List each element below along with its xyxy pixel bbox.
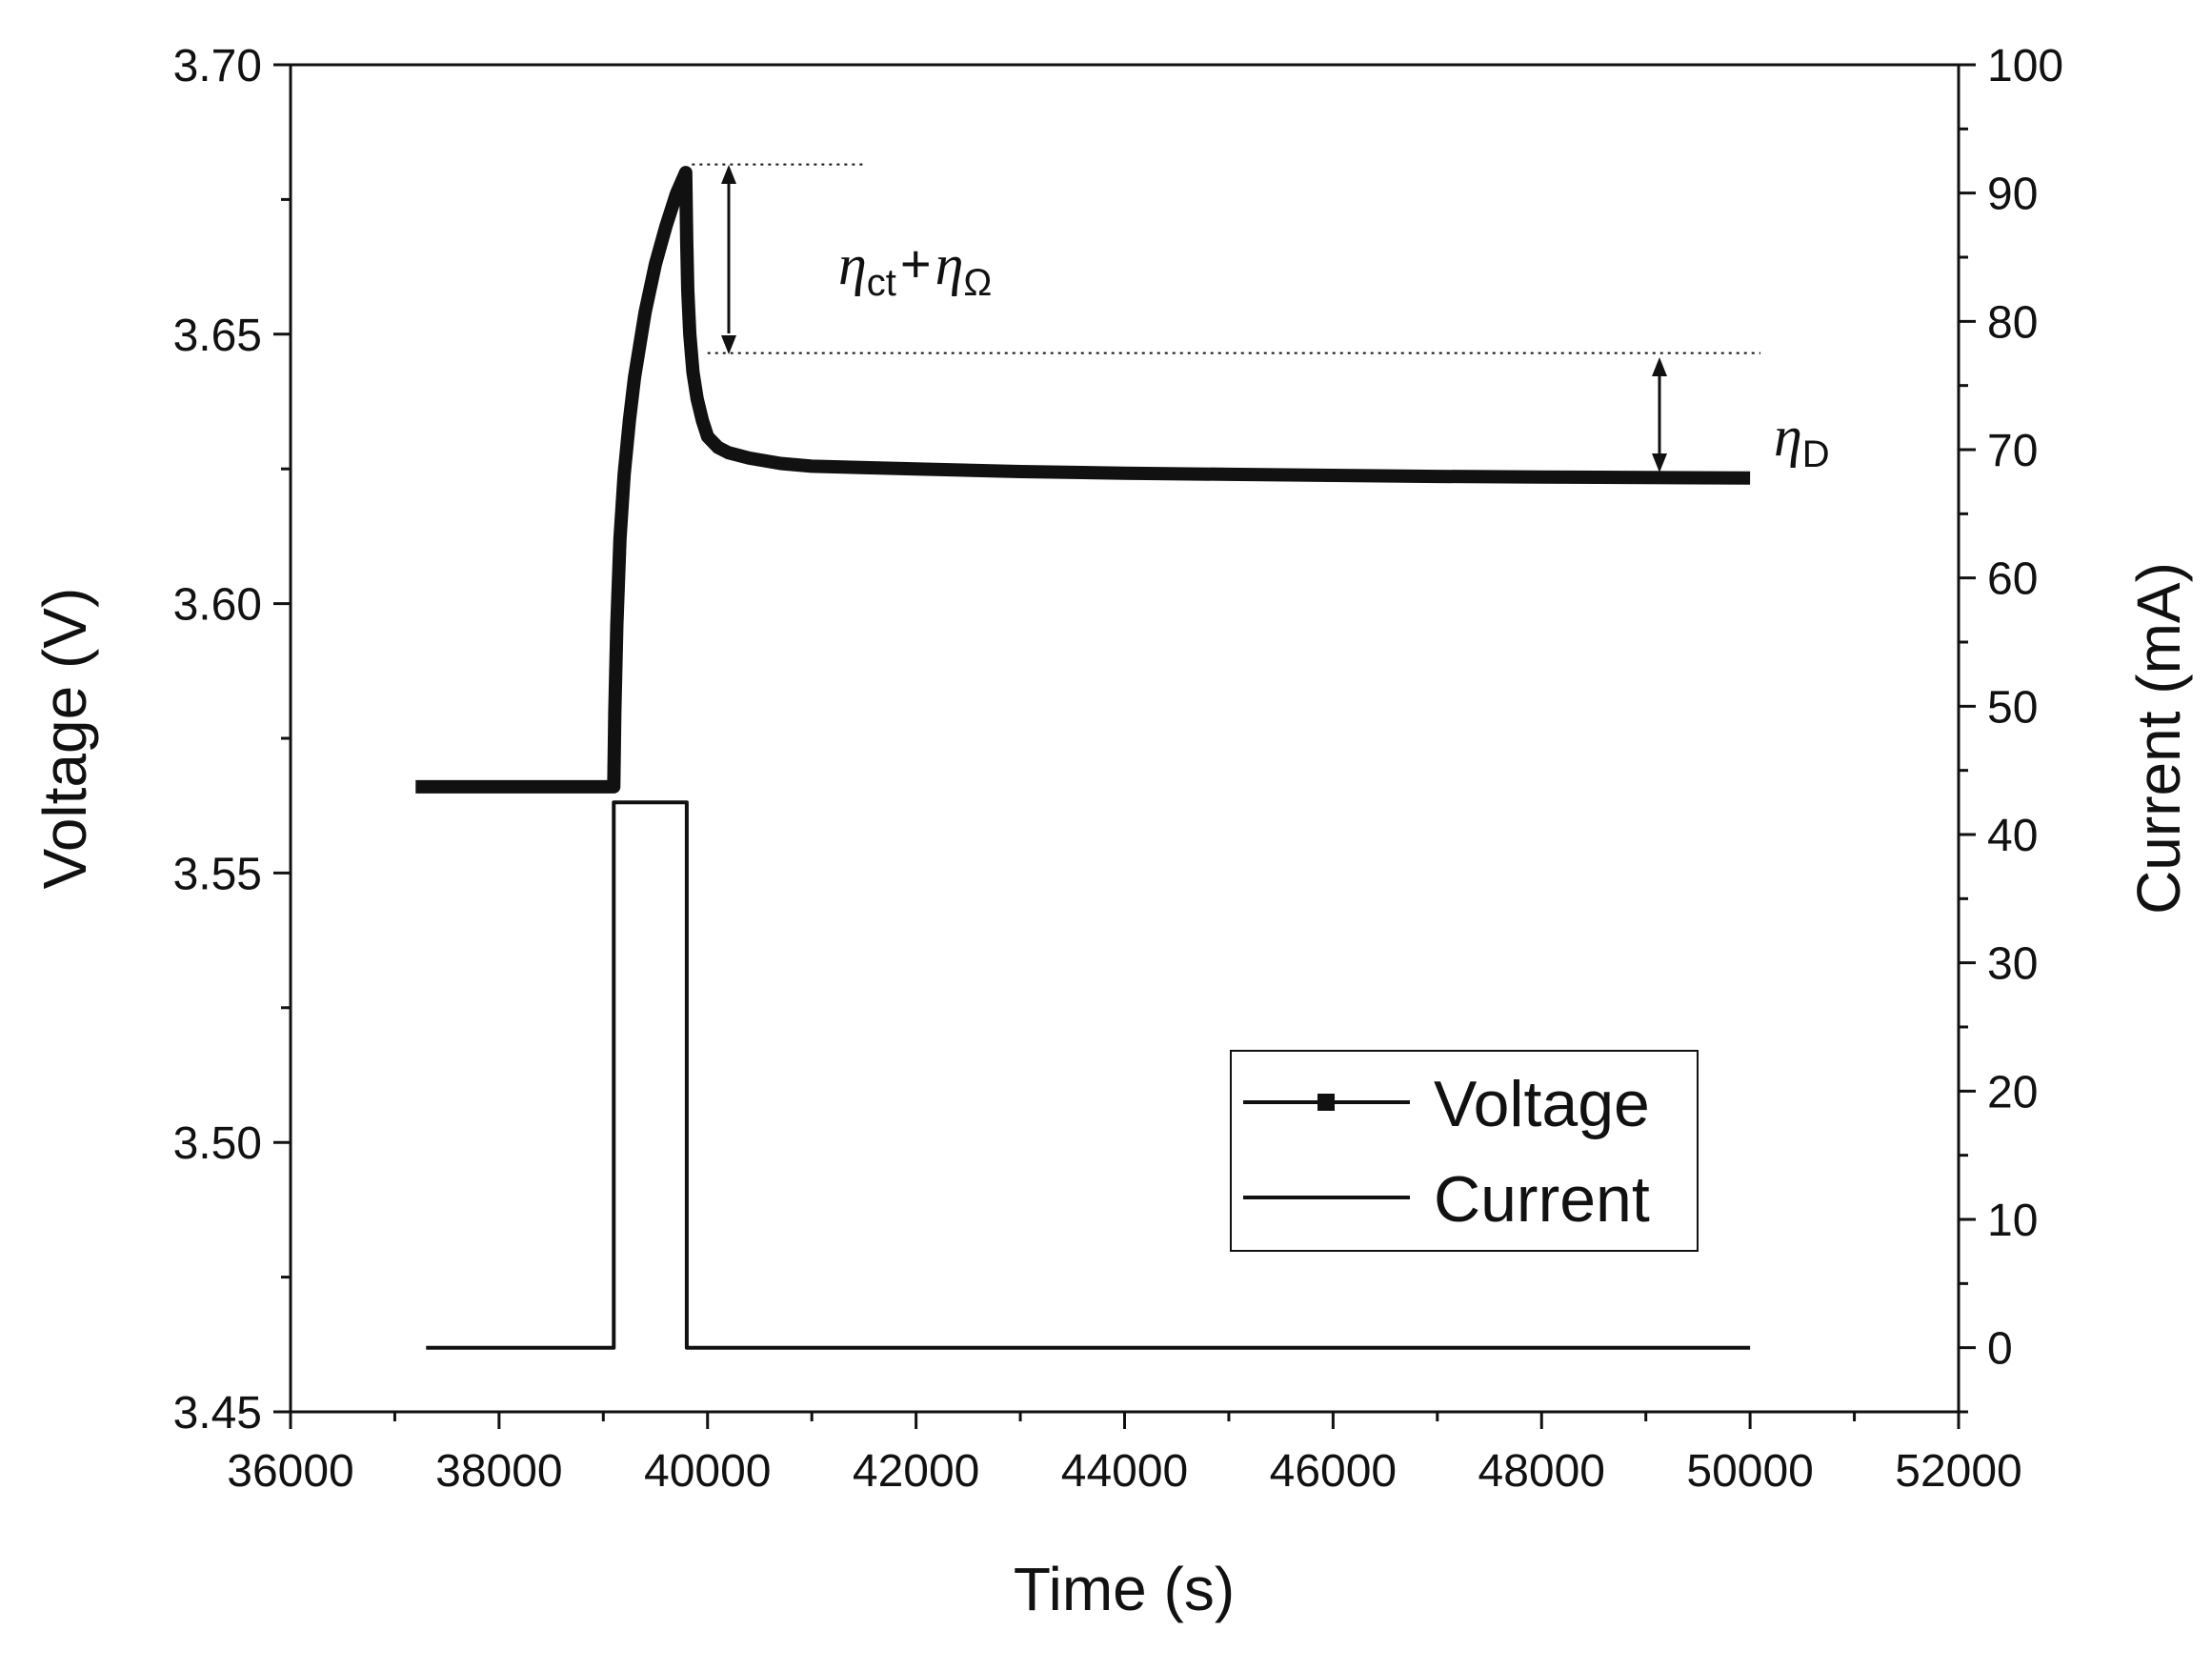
x-axis-title: Time (s) [1014,1555,1235,1623]
y2-tick-label: 100 [1987,41,2063,91]
y2-tick-label: 60 [1987,554,2038,605]
y-tick-label: 3.55 [173,849,262,899]
y-tick-label: 3.60 [173,580,262,631]
y2-tick-label: 90 [1987,170,2038,220]
y2-tick-label: 10 [1987,1196,2038,1246]
x-tick-label: 52000 [1895,1446,2021,1497]
legend-voltage-marker [1317,1094,1335,1111]
y-axis-title: Voltage (V) [30,588,99,890]
x-tick-label: 46000 [1270,1446,1397,1497]
eta-symbol: η [838,233,867,296]
series-layer [415,166,1751,1350]
subscript-ct: ct [867,262,896,304]
y2-tick-label: 30 [1987,939,2038,990]
x-tick-label: 44000 [1061,1446,1188,1497]
subscript-d: D [1802,433,1830,475]
y2-tick-label: 70 [1987,426,2038,476]
y-tick-label: 3.70 [173,41,262,91]
y-tick-label: 3.50 [173,1118,262,1169]
x-tick-label: 40000 [644,1446,771,1497]
x-tick-label: 36000 [227,1446,353,1497]
series-voltage-line [415,166,1751,794]
x-tick-label: 50000 [1686,1446,1813,1497]
reference-lines [692,163,1761,354]
annotation-eta-ct-omega-arrow [721,165,736,354]
y2-tick-label: 40 [1987,811,2038,861]
subscript-omega: Ω [963,262,992,304]
y2-tick-label: 80 [1987,297,2038,348]
y2-tick-label: 50 [1987,682,2038,733]
legend-current-label: Current [1434,1163,1650,1236]
x-tick-label: 38000 [435,1446,562,1497]
legend-box [1230,1050,1699,1252]
y-tick-label: 3.45 [173,1388,262,1439]
eta-symbol: η [935,233,964,296]
x-tick-label: 42000 [853,1446,979,1497]
annotation-eta-ct-omega: ηct+ηΩ [838,233,992,304]
plus-sign: + [900,233,932,293]
annotation-eta-d-arrow [1652,357,1667,473]
annotation-eta-d: ηD [1774,405,1830,475]
legend-voltage-label: Voltage [1434,1068,1650,1140]
x-tick-label: 48000 [1478,1446,1605,1497]
y2-tick-label: 0 [1987,1324,2013,1375]
legend: Voltage Current [1230,1050,1699,1252]
y2-tick-label: 20 [1987,1067,2038,1117]
y2-axis-title: Current (mA) [2124,562,2193,915]
eta-symbol: η [1774,405,1802,468]
plot-frame [289,63,1961,1414]
series-current-line [426,800,1751,1350]
ticks-layer: 36000 38000 40000 42000 44000 46000 48000 50000… [173,41,2064,1497]
y-tick-label: 3.65 [173,311,262,361]
